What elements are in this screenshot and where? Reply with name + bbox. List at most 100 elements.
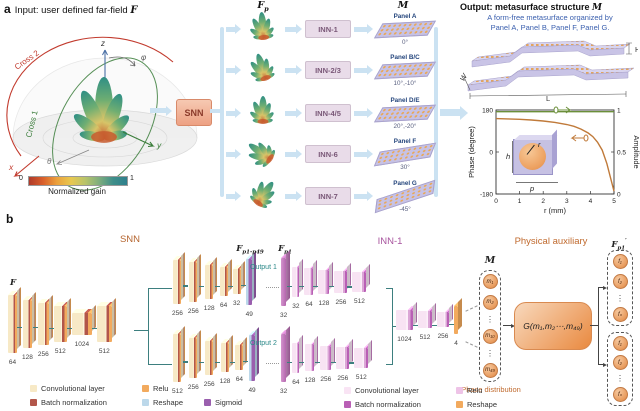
layer-block bbox=[336, 346, 350, 369]
svg-text:0: 0 bbox=[489, 149, 493, 156]
f-element: fₙ bbox=[612, 386, 628, 402]
dim-W-label: W bbox=[460, 71, 470, 83]
bracket-to-lobe-arrow bbox=[226, 26, 235, 32]
colorbar-min: 0 bbox=[19, 175, 23, 182]
layer-size: 32 bbox=[280, 387, 288, 395]
layer-size: 49 bbox=[248, 386, 256, 394]
legend-swatch bbox=[30, 385, 37, 392]
lobe-to-inn-arrow bbox=[285, 110, 296, 116]
network-layer: 512 bbox=[48, 305, 67, 355]
network-layer: 256 bbox=[32, 302, 49, 358]
network-layer: 64 bbox=[8, 294, 17, 366]
mapping-row: INN-1 Panel A 0° bbox=[226, 7, 437, 51]
legend-swatch bbox=[204, 399, 211, 406]
m-column-header: M bbox=[397, 0, 409, 11]
layer-block bbox=[232, 269, 241, 294]
legend-label: Convolutional layer bbox=[41, 384, 105, 393]
f-element: f₂ bbox=[612, 274, 628, 289]
panel-column: Panel G -45° bbox=[374, 179, 436, 213]
svg-text:180: 180 bbox=[482, 107, 493, 114]
output2-label: Output 2 bbox=[250, 340, 277, 347]
legend-item: Reshape bbox=[456, 400, 518, 409]
svg-text:-180: -180 bbox=[480, 191, 493, 198]
panel-column: Panel D/E 20°,-20° bbox=[373, 96, 437, 130]
output-title: Output: metasurface structure M bbox=[460, 2, 603, 13]
layer-size: 128 bbox=[22, 353, 33, 361]
f-element: ⋮ bbox=[616, 293, 624, 303]
layer-block bbox=[437, 312, 449, 327]
panel-a-letter: a bbox=[4, 2, 11, 16]
network-layer: 49 bbox=[243, 334, 256, 394]
mapping-row: INN-6 Panel F 30° bbox=[226, 132, 437, 176]
lobe-to-inn-arrow bbox=[285, 151, 296, 157]
inn-box: INN-7 bbox=[305, 187, 351, 205]
layer-size: 512 bbox=[354, 297, 365, 305]
m-element: m₁ bbox=[482, 274, 498, 289]
phase-distribution-label: Phase distribution bbox=[461, 385, 521, 394]
output-subtitle-2: Panel A, Panel B, Panel F, Panel G. bbox=[490, 22, 610, 32]
layer-block bbox=[320, 345, 332, 370]
legend-swatch bbox=[456, 401, 463, 408]
snn-legend-row2: Batch normalization Reshape Sigmoid bbox=[30, 398, 242, 407]
panel-angle: -45° bbox=[399, 205, 411, 213]
fp1-prime-label: Fp1′ bbox=[611, 238, 627, 252]
network-layer: 128 bbox=[313, 269, 330, 307]
r-label: r bbox=[538, 140, 541, 149]
layer-size: 512 bbox=[419, 334, 431, 341]
m-element: m₄₉ bbox=[482, 362, 498, 378]
layer-size: 256 bbox=[187, 383, 199, 391]
farfield-samples-top: f₁ f₂ ⋮ fₙ bbox=[607, 250, 633, 326]
inn-branch1-layers: 32 32 64 128 256 512 bbox=[280, 252, 367, 324]
mapping-row: INN-4/5 Panel D/E 20°,-20° bbox=[226, 91, 437, 135]
layer-size: 128 bbox=[219, 378, 231, 385]
network-layer: 64 bbox=[214, 267, 228, 309]
mapping-row: INN-7 Panel G -45° bbox=[226, 173, 436, 218]
metasurface-panel-thumbnail bbox=[373, 20, 437, 38]
layer-block bbox=[292, 266, 300, 297]
m-output-header: M bbox=[484, 255, 496, 266]
inn-to-panel-arrow bbox=[354, 193, 367, 199]
svg-text:0: 0 bbox=[494, 198, 498, 205]
physical-auxiliary-function: G(m₁,m₂⋯,m₄₉) bbox=[514, 302, 592, 350]
unit-cell-inset: h r p bbox=[504, 130, 562, 193]
layer-block bbox=[189, 337, 198, 378]
panel-angle: 20°,-20° bbox=[393, 122, 417, 130]
legend-item: Convolutional layer bbox=[30, 384, 142, 393]
cross2-circle bbox=[6, 36, 174, 157]
layer-block bbox=[454, 305, 458, 334]
m-to-g-arrow bbox=[503, 325, 511, 327]
legend-swatch bbox=[344, 401, 351, 408]
p-label: p bbox=[530, 184, 535, 193]
panel-column: Panel B/C 10°,-10° bbox=[373, 53, 437, 87]
layer-block bbox=[305, 344, 315, 371]
layer-size: 64 bbox=[292, 378, 300, 386]
legend-swatch bbox=[30, 399, 37, 406]
legend-item: Convolutional layer bbox=[344, 386, 456, 395]
layer-size: 32 bbox=[292, 302, 300, 310]
input-to-snn-arrow bbox=[150, 108, 166, 113]
panel-angle: 0° bbox=[401, 38, 409, 46]
layer-block bbox=[8, 294, 17, 353]
network-layer: 512 bbox=[91, 305, 112, 355]
panel-column: Panel A 0° bbox=[373, 13, 437, 46]
fanout-bracket bbox=[220, 27, 224, 197]
f-element: f₁ bbox=[612, 336, 628, 351]
layer-block bbox=[205, 340, 214, 375]
legend-label: Reshape bbox=[153, 398, 184, 407]
metasurface-3d-render: H W L bbox=[460, 40, 638, 101]
inn-box: INN-1 bbox=[305, 20, 351, 38]
legend-item: Batch normalization bbox=[30, 398, 142, 407]
layer-size: 256 bbox=[320, 375, 332, 383]
layer-size: 64 bbox=[305, 301, 313, 308]
partial-farfield-lobe-icon bbox=[248, 96, 276, 125]
m-symbol: M bbox=[592, 3, 603, 13]
ffp-column-header: Fp bbox=[257, 0, 269, 13]
merge-to-decoder bbox=[392, 326, 398, 328]
panel-label: Panel B/C bbox=[390, 53, 420, 61]
panel-label: Panel D/E bbox=[390, 96, 420, 104]
layer-block bbox=[246, 258, 253, 305]
reshape-to-m-link bbox=[465, 341, 478, 348]
lobe-to-inn-arrow bbox=[285, 193, 296, 199]
layer-size: 512 bbox=[355, 373, 367, 381]
